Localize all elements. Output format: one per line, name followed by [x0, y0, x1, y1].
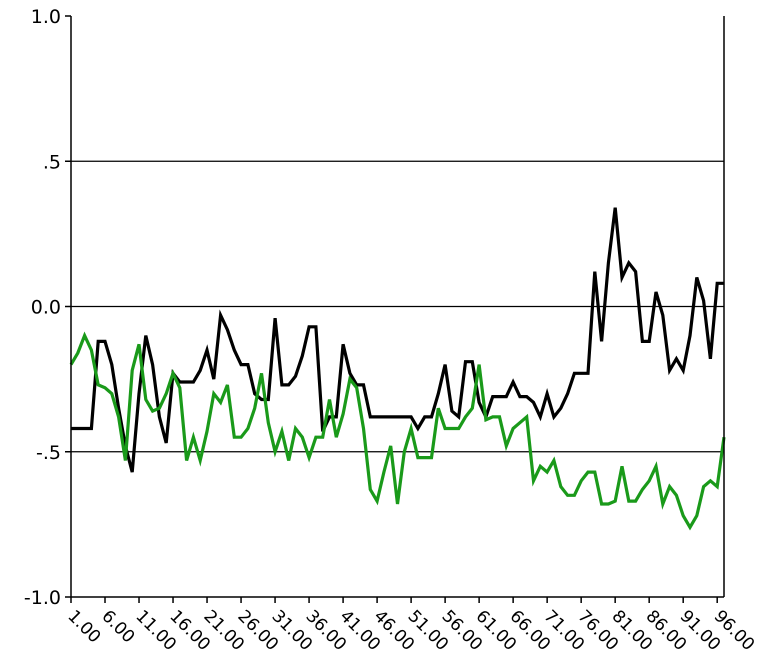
x-tick-label: 6.00	[97, 606, 138, 647]
axes	[65, 15, 725, 603]
series-line-2	[69, 331, 726, 531]
grid-lines	[71, 160, 724, 453]
y-tick-label: .5	[43, 151, 61, 173]
y-tick-label: 0.0	[31, 297, 61, 319]
y-tick-label: -.5	[36, 442, 61, 464]
y-tick-label: 1.0	[31, 6, 61, 28]
x-tick-label: 1.00	[63, 606, 104, 647]
y-tick-labels: 1.0 .5 0.0 -.5 -1.0	[24, 6, 61, 609]
y-tick-label: -1.0	[24, 587, 61, 609]
series-group	[69, 207, 726, 531]
x-tick-labels: 1.006.0011.0016.0021.0026.0031.0036.0041…	[63, 606, 758, 655]
series-line-1	[71, 207, 724, 473]
